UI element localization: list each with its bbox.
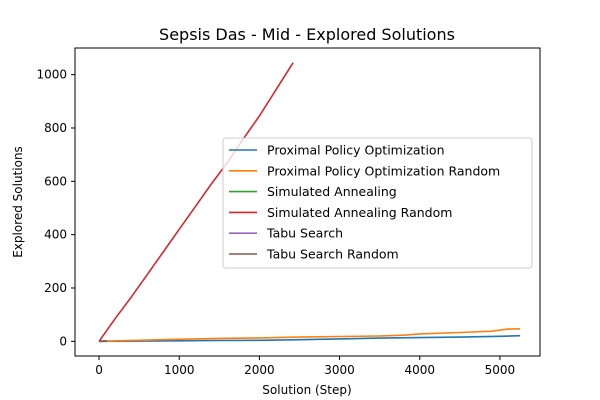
y-tick-label-2: 400 — [44, 228, 67, 242]
x-tick-label-0: 0 — [95, 363, 103, 377]
legend-entry-2: Simulated Annealing — [267, 184, 397, 199]
y-tick-label-0: 0 — [59, 334, 67, 348]
legend-entry-1: Proximal Policy Optimization Random — [267, 163, 500, 178]
legend: Proximal Policy Optimization Proximal Pol… — [222, 137, 533, 269]
x-axis-title: Solution (Step) — [262, 383, 351, 397]
x-tick-label-5: 5000 — [485, 363, 516, 377]
series-line-3 — [98, 62, 294, 342]
y-tick-label-1: 200 — [44, 281, 67, 295]
y-tick-label-4: 800 — [44, 121, 67, 135]
series-line-0 — [99, 334, 521, 343]
legend-entry-3: Simulated Annealing Random — [267, 205, 452, 220]
y-tick-label-3: 600 — [44, 174, 67, 188]
x-tick-label-4: 4000 — [404, 363, 435, 377]
legend-entry-4: Tabu Search — [266, 226, 343, 241]
x-tick-label-2: 2000 — [244, 363, 275, 377]
legend-entry-0: Proximal Policy Optimization — [267, 143, 445, 158]
legend-entry-5: Tabu Search Random — [266, 247, 399, 262]
x-tick-label-1: 1000 — [164, 363, 195, 377]
y-axis-title: Explored Solutions — [11, 146, 25, 258]
legend-box — [222, 137, 533, 269]
y-axis: 0 200 400 600 800 1000 — [36, 68, 75, 348]
chart-title: Sepsis Das - Mid - Explored Solutions — [159, 25, 455, 44]
y-tick-label-5: 1000 — [36, 68, 67, 82]
x-axis: 0 1000 2000 3000 4000 5000 — [95, 356, 515, 377]
series-line-1 — [99, 328, 521, 343]
plot-area — [98, 62, 521, 343]
x-tick-label-3: 3000 — [324, 363, 355, 377]
axes-frame — [74, 47, 541, 357]
